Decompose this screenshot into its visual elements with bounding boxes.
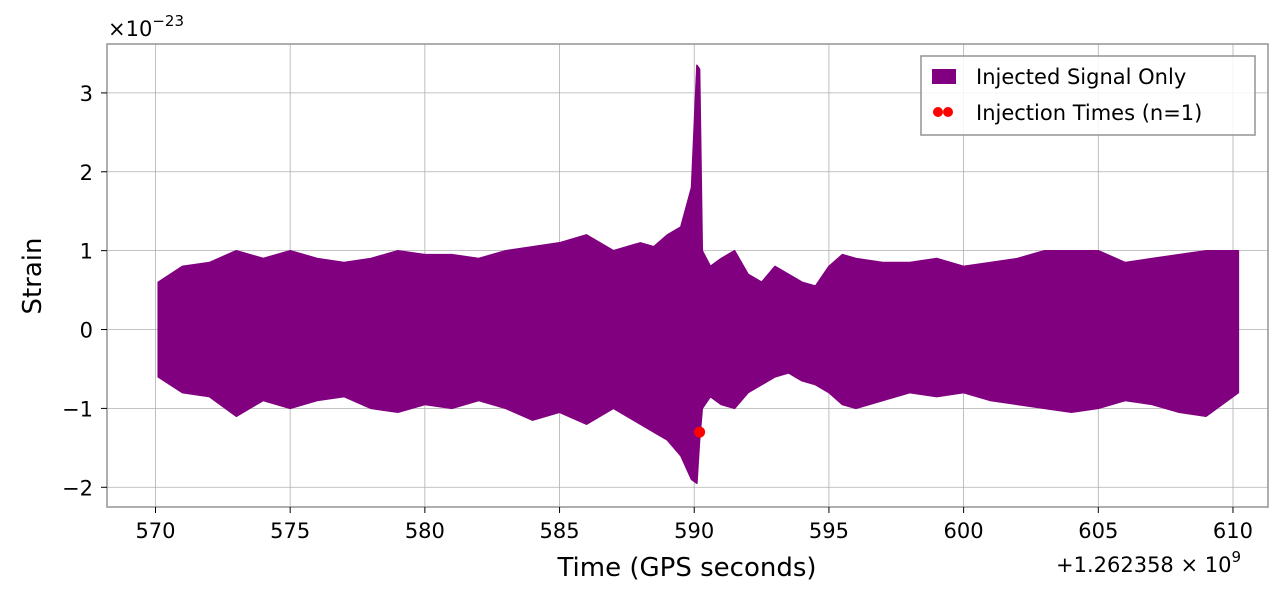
x-tick-label: 585 — [540, 519, 580, 543]
y-tick-label: 1 — [80, 240, 93, 264]
x-tick-label: 605 — [1078, 519, 1118, 543]
x-axis-label: Time (GPS seconds) — [556, 553, 816, 583]
y-tick-label: −1 — [62, 397, 93, 421]
legend-label-signal: Injected Signal Only — [976, 65, 1186, 89]
x-tick-label: 575 — [270, 519, 310, 543]
legend-marker-injection — [933, 107, 943, 117]
y-tick-label: −2 — [62, 476, 93, 500]
x-tick-label: 590 — [674, 519, 714, 543]
legend-label-injection: Injection Times (n=1) — [976, 101, 1202, 125]
injection-point — [694, 426, 706, 438]
legend: Injected Signal Only Injection Times (n=… — [920, 55, 1256, 136]
legend-box — [920, 55, 1256, 136]
plot-frame — [106, 43, 1269, 508]
y-tick-label: 3 — [80, 82, 93, 106]
ticks-layer: 570 575 580 585 590 595 600 605 610 −2 −1 0 1 2 3 — [62, 82, 1253, 543]
signal-layer — [157, 64, 1240, 485]
signal-envelope — [157, 64, 1240, 485]
x-tick-label: 610 — [1213, 519, 1253, 543]
x-offset-label: +1.262358 × 109 — [1056, 548, 1241, 577]
y-tick-label: 2 — [80, 161, 93, 185]
injection-points-layer — [694, 426, 706, 438]
x-tick-label: 600 — [944, 519, 984, 543]
y-axis-label: Strain — [18, 237, 48, 314]
x-tick-label: 570 — [135, 519, 175, 543]
legend-swatch-signal — [932, 69, 956, 84]
y-tick-label: 0 — [80, 319, 93, 343]
legend-marker-injection — [943, 107, 953, 117]
y-scale-label: ×10−23 — [108, 12, 184, 41]
x-tick-label: 595 — [809, 519, 849, 543]
x-tick-label: 580 — [405, 519, 445, 543]
